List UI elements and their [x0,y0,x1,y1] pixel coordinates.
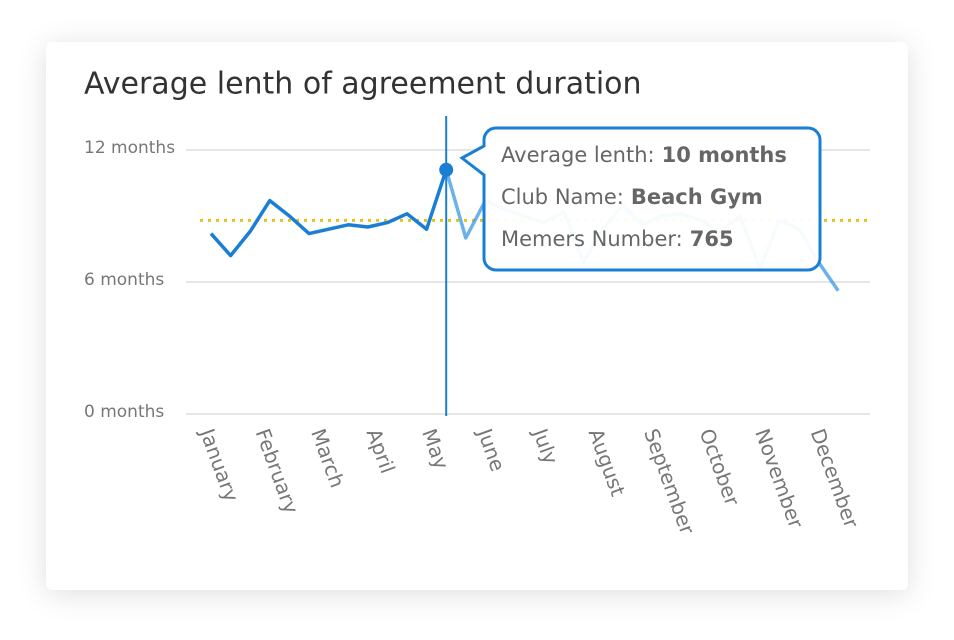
x-tick-label: March [306,425,349,491]
tooltip-row: Memers Number: 765 [501,227,734,251]
y-tick-label: 0 months [84,402,164,422]
x-tick-label: August [584,425,631,499]
tooltip-value: 765 [690,227,734,251]
x-tick-label: July [527,424,563,468]
x-tick-label: April [362,425,400,476]
tooltip-label: Club Name: [501,185,624,209]
tooltip-row: Club Name: Beach Gym [501,185,763,209]
x-tick-label: September [639,425,700,538]
tooltip-label: Memers Number: [501,227,683,251]
tooltip-label: Average lenth: [501,143,655,167]
x-tick-label: November [750,425,808,532]
x-tick-label: January [194,424,243,505]
tooltip-row: Average lenth: 10 months [501,143,787,167]
hover-point [439,162,454,177]
tooltip-box [459,126,822,272]
tooltip: Average lenth: 10 months Club Name: Beach G… [459,126,822,272]
chart-title: Average lenth of agreement duration [84,67,642,102]
x-tick-label: October [695,425,745,509]
tooltip-value: 10 months [662,143,787,167]
x-tick-label: December [806,425,864,531]
line-series [209,169,448,258]
y-tick-label: 12 months [84,138,175,158]
tooltip-value: Beach Gym [631,185,763,209]
x-tick-label: February [251,425,304,517]
x-tick-label: June [472,424,510,475]
y-tick-label: 6 months [84,270,164,290]
x-tick-label: May [417,425,454,472]
